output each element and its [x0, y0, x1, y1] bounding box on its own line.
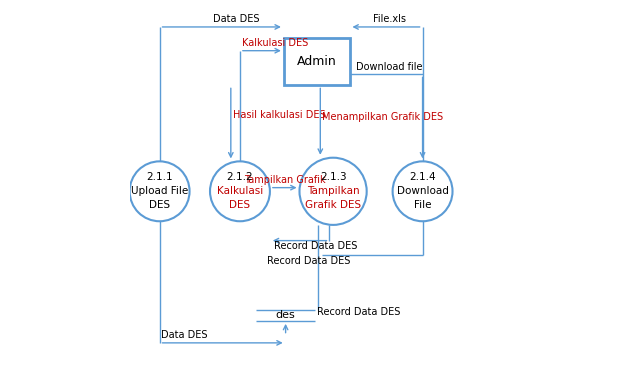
Text: Kalkulasi: Kalkulasi — [217, 186, 263, 196]
Text: 2.1.4: 2.1.4 — [409, 173, 436, 183]
Text: Kalkulasi DES: Kalkulasi DES — [242, 38, 308, 48]
Circle shape — [299, 158, 367, 225]
Text: Upload File: Upload File — [131, 186, 188, 196]
Text: Data DES: Data DES — [162, 330, 208, 340]
Text: 2.1.2: 2.1.2 — [227, 173, 254, 183]
Text: DES: DES — [229, 200, 250, 210]
Circle shape — [393, 161, 453, 221]
Text: Tampilkan: Tampilkan — [307, 186, 359, 196]
Text: Download file: Download file — [356, 61, 423, 71]
Text: Menampilkan Grafik DES: Menampilkan Grafik DES — [322, 112, 443, 122]
Text: 2.1.3: 2.1.3 — [320, 173, 346, 183]
Circle shape — [130, 161, 190, 221]
Circle shape — [210, 161, 270, 221]
Text: Record Data DES: Record Data DES — [274, 241, 357, 251]
Text: File: File — [414, 200, 431, 210]
Text: Hasil kalkulasi DES: Hasil kalkulasi DES — [233, 110, 326, 120]
Text: DES: DES — [149, 200, 170, 210]
Text: Admin: Admin — [297, 55, 337, 68]
Text: Data DES: Data DES — [213, 14, 260, 24]
Text: des: des — [275, 311, 295, 321]
Text: Record Data DES: Record Data DES — [317, 307, 400, 317]
Text: File.xls: File.xls — [373, 14, 406, 24]
Text: Download: Download — [397, 186, 448, 196]
Text: Tampilkan Grafik: Tampilkan Grafik — [244, 175, 326, 185]
Text: Grafik DES: Grafik DES — [305, 200, 361, 210]
FancyBboxPatch shape — [284, 38, 349, 85]
Text: 2.1.1: 2.1.1 — [146, 173, 173, 183]
Text: Record Data DES: Record Data DES — [267, 256, 351, 266]
